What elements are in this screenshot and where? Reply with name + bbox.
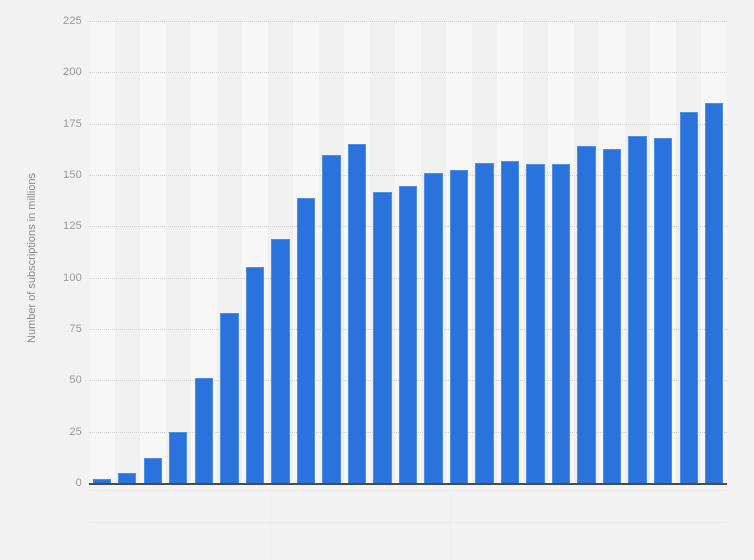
y-axis-tick-label: 100	[63, 271, 82, 284]
bar[interactable]	[398, 186, 418, 483]
y-axis-tick-label: 125	[63, 220, 82, 233]
bar[interactable]	[347, 144, 367, 483]
plot-area	[89, 21, 727, 483]
y-axis-tick-label: 0	[75, 477, 82, 489]
bar[interactable]	[705, 103, 724, 483]
gridline	[89, 72, 727, 74]
bar[interactable]	[526, 163, 545, 483]
footer-panel	[0, 490, 754, 560]
y-axis-tick-labels: 0 25 50 75 100 125 150 175 200 225	[10, 0, 82, 560]
gridline	[89, 175, 727, 177]
bar[interactable]	[271, 238, 290, 483]
gridline	[89, 21, 727, 23]
bar[interactable]	[449, 169, 469, 483]
bar[interactable]	[628, 136, 647, 483]
footer-divider-top	[89, 490, 727, 491]
bar[interactable]	[194, 378, 213, 483]
bar[interactable]	[373, 192, 392, 483]
bar[interactable]	[92, 478, 111, 483]
y-axis-tick-label: 200	[63, 66, 82, 79]
bar[interactable]	[654, 138, 673, 483]
bar[interactable]	[296, 197, 316, 483]
footer-divider-mid	[89, 522, 727, 523]
y-axis-tick-label: 150	[63, 169, 82, 181]
y-axis-tick-label: 50	[69, 374, 82, 387]
y-axis-title: Number of subscriptions in millions	[26, 173, 38, 343]
bar[interactable]	[602, 149, 622, 483]
bar[interactable]	[245, 267, 265, 483]
y-axis-tick-label: 225	[63, 15, 82, 27]
footer-vdivider-2	[450, 490, 451, 560]
bar[interactable]	[220, 312, 239, 483]
x-axis-line	[89, 483, 727, 485]
bar[interactable]	[322, 155, 341, 483]
background-band	[114, 21, 141, 483]
bar[interactable]	[679, 112, 698, 483]
bar[interactable]	[577, 146, 596, 483]
y-axis-tick-label: 25	[69, 425, 82, 438]
bar[interactable]	[475, 162, 494, 483]
bar[interactable]	[551, 163, 571, 483]
bar[interactable]	[424, 172, 443, 483]
bar[interactable]	[169, 431, 188, 483]
background-band	[165, 21, 192, 483]
gridline	[89, 123, 727, 126]
footer-vdivider-1	[270, 490, 271, 560]
bar[interactable]	[118, 472, 137, 483]
y-axis-tick-label: 75	[69, 323, 82, 335]
bar[interactable]	[143, 458, 162, 483]
bar[interactable]	[500, 160, 520, 483]
y-axis-tick-label: 175	[63, 117, 82, 130]
